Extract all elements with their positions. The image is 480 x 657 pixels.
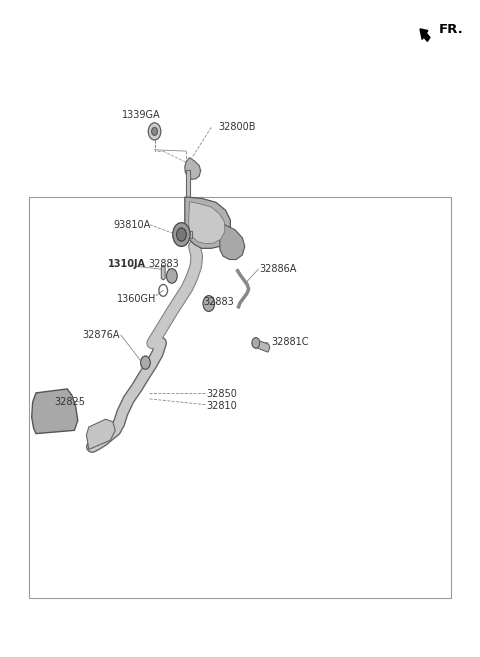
Polygon shape bbox=[185, 197, 230, 248]
Polygon shape bbox=[32, 389, 78, 434]
Polygon shape bbox=[86, 419, 115, 449]
Circle shape bbox=[167, 269, 177, 283]
Polygon shape bbox=[253, 339, 270, 352]
Polygon shape bbox=[189, 202, 225, 244]
Polygon shape bbox=[220, 223, 245, 260]
Text: 93810A: 93810A bbox=[113, 219, 151, 230]
Circle shape bbox=[148, 123, 161, 140]
Text: FR.: FR. bbox=[439, 23, 464, 36]
Text: 32810: 32810 bbox=[206, 401, 237, 411]
Circle shape bbox=[152, 127, 157, 135]
Text: 32850: 32850 bbox=[206, 389, 237, 399]
Text: 1360GH: 1360GH bbox=[117, 294, 156, 304]
Circle shape bbox=[203, 296, 215, 311]
Circle shape bbox=[173, 223, 190, 246]
Text: 32825: 32825 bbox=[54, 397, 85, 407]
Text: 32883: 32883 bbox=[203, 297, 234, 307]
Polygon shape bbox=[185, 158, 201, 179]
Text: 32800B: 32800B bbox=[218, 122, 256, 133]
Circle shape bbox=[252, 338, 260, 348]
Text: 32876A: 32876A bbox=[82, 330, 120, 340]
Text: 1310JA: 1310JA bbox=[108, 259, 146, 269]
Circle shape bbox=[177, 228, 186, 241]
Text: 32886A: 32886A bbox=[259, 264, 297, 275]
Text: 32881C: 32881C bbox=[271, 336, 309, 347]
Polygon shape bbox=[161, 265, 165, 280]
Text: 32883: 32883 bbox=[148, 259, 179, 269]
Text: 1339GA: 1339GA bbox=[122, 110, 161, 120]
FancyArrow shape bbox=[420, 29, 430, 41]
Polygon shape bbox=[185, 231, 192, 238]
Bar bbox=[29, 197, 451, 598]
Polygon shape bbox=[186, 170, 190, 200]
Circle shape bbox=[141, 356, 150, 369]
